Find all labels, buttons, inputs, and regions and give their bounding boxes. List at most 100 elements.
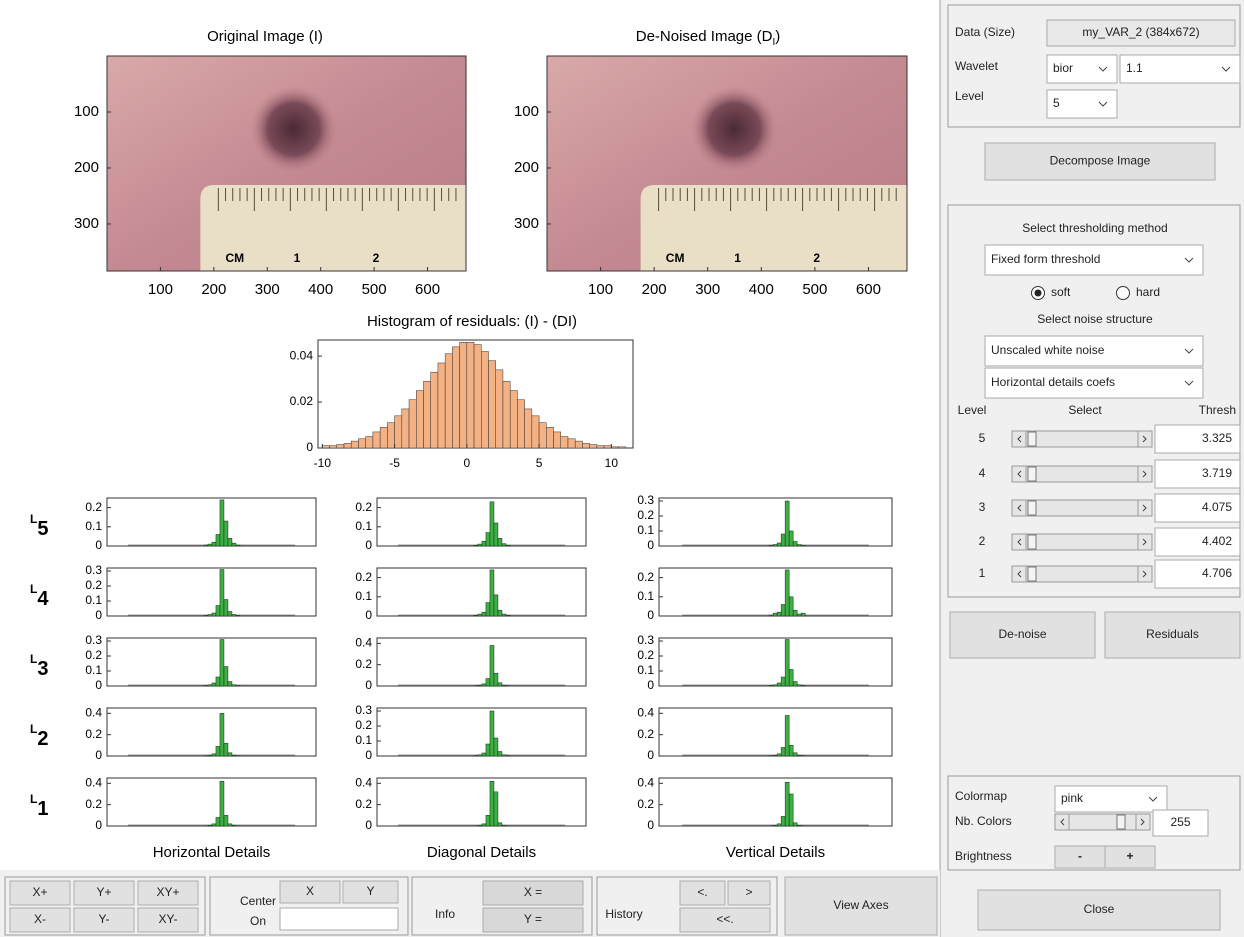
histogram-bar: [478, 685, 482, 686]
histogram-bar: [224, 743, 228, 756]
histogram-bar: [611, 447, 618, 448]
histogram-bar: [212, 824, 216, 826]
histogram-bar: [793, 610, 797, 616]
histogram-bar: [486, 533, 490, 546]
y-tick-label: 0.02: [290, 394, 314, 408]
x-tick-label: 600: [856, 281, 881, 298]
histogram-bar: [212, 542, 216, 546]
histogram-bar: [777, 754, 781, 756]
x-tick-label: 300: [695, 281, 720, 298]
text-field[interactable]: [280, 908, 398, 930]
axes-box: [377, 638, 586, 686]
histogram-bar: [351, 441, 358, 448]
y-tick-label: 0.2: [85, 500, 102, 514]
histogram-bar: [208, 755, 212, 756]
dropdown-value: Unscaled white noise: [991, 343, 1105, 357]
app-window: Original Image (I)CM12100200300400500600…: [0, 0, 1244, 937]
button-label: Decompose Image: [1050, 154, 1151, 168]
y-tick-label: 0.2: [637, 508, 654, 522]
histogram-bar: [604, 446, 611, 448]
histogram-bar: [789, 597, 793, 616]
field-value: 4.706: [1202, 566, 1232, 580]
y-tick-label: 100: [74, 103, 99, 120]
histogram-bar: [204, 545, 208, 546]
histogram-bar: [506, 615, 510, 616]
histogram-bar: [232, 755, 236, 756]
button-label: X: [306, 884, 314, 898]
histogram-bar: [494, 673, 498, 686]
label: soft: [1051, 285, 1071, 299]
y-tick-label: 0.1: [637, 589, 654, 603]
histogram-bar: [482, 541, 486, 546]
y-tick-label: 200: [514, 159, 539, 176]
ruler-label: CM: [225, 251, 244, 265]
level-letter: L: [30, 582, 37, 596]
histogram-bar: [506, 545, 510, 546]
histogram-bar: [490, 502, 494, 546]
y-tick-label: 0: [365, 748, 372, 762]
histogram-bar: [793, 753, 797, 756]
y-tick-label: 0.2: [637, 648, 654, 662]
histogram-bar: [503, 381, 510, 448]
histogram-bar: [481, 351, 488, 448]
level-number: 1: [979, 566, 986, 580]
label: Data (Size): [955, 25, 1015, 39]
histogram-bar: [482, 612, 486, 616]
y-tick-label: 300: [514, 215, 539, 232]
y-tick-label: 0.2: [355, 797, 372, 811]
histogram-bar: [575, 441, 582, 448]
axes-box: [659, 638, 892, 686]
histogram-bar: [773, 825, 777, 826]
histogram-bar: [797, 614, 801, 616]
label: Select thresholding method: [1022, 221, 1167, 235]
histogram-bar: [789, 745, 793, 756]
histogram-bar: [498, 610, 502, 616]
field-value: 3.325: [1202, 431, 1232, 445]
histogram-bar: [445, 354, 452, 448]
slider-thumb[interactable]: [1028, 535, 1036, 549]
histogram-title: Histogram of residuals: (I) - (DI): [367, 313, 577, 330]
histogram-bar: [490, 711, 494, 756]
dropdown-value: Horizontal details coefs: [991, 375, 1115, 389]
histogram-bar: [773, 685, 777, 686]
button-label: -: [1078, 849, 1082, 863]
y-tick-label: 0.2: [637, 797, 654, 811]
dropdown-value: bior: [1053, 61, 1073, 75]
histogram-bar: [525, 409, 532, 448]
slider-thumb[interactable]: [1028, 432, 1036, 446]
histogram-bar: [781, 677, 785, 686]
histogram-bar: [416, 391, 423, 448]
field-value: 4.075: [1202, 500, 1232, 514]
slider-thumb[interactable]: [1028, 467, 1036, 481]
radio-soft-dot: [1035, 290, 1042, 297]
histogram-bar: [208, 825, 212, 826]
slider-thumb[interactable]: [1117, 815, 1125, 829]
histogram-bar: [777, 824, 781, 826]
image-lesion: [251, 86, 337, 172]
field-value: 4.402: [1202, 534, 1232, 548]
dropdown-value: 5: [1053, 96, 1060, 110]
radio-hard[interactable]: [1117, 287, 1130, 300]
histogram-bar: [797, 825, 801, 826]
histogram-bar: [220, 713, 224, 756]
histogram-bar: [777, 683, 781, 686]
y-tick-label: 0.2: [85, 797, 102, 811]
button-label: View Axes: [833, 898, 888, 912]
y-tick-label: 0: [365, 678, 372, 692]
slider-thumb[interactable]: [1028, 567, 1036, 581]
button-label: Residuals: [1146, 627, 1199, 641]
y-tick-label: 0.4: [85, 706, 102, 720]
ruler-label: 2: [373, 251, 380, 265]
y-tick-label: 0.4: [637, 776, 654, 790]
histogram-bar: [781, 816, 785, 826]
y-tick-label: 0: [647, 678, 654, 692]
y-tick-label: 0.4: [355, 776, 372, 790]
slider-thumb[interactable]: [1028, 501, 1036, 515]
x-tick-label: 400: [308, 281, 333, 298]
histogram-bar: [482, 684, 486, 686]
histogram-bar: [801, 613, 805, 616]
histogram-bar: [490, 781, 494, 826]
button-label: Y: [366, 884, 374, 898]
histogram-bar: [228, 538, 232, 546]
x-tick-label: -5: [389, 456, 400, 470]
